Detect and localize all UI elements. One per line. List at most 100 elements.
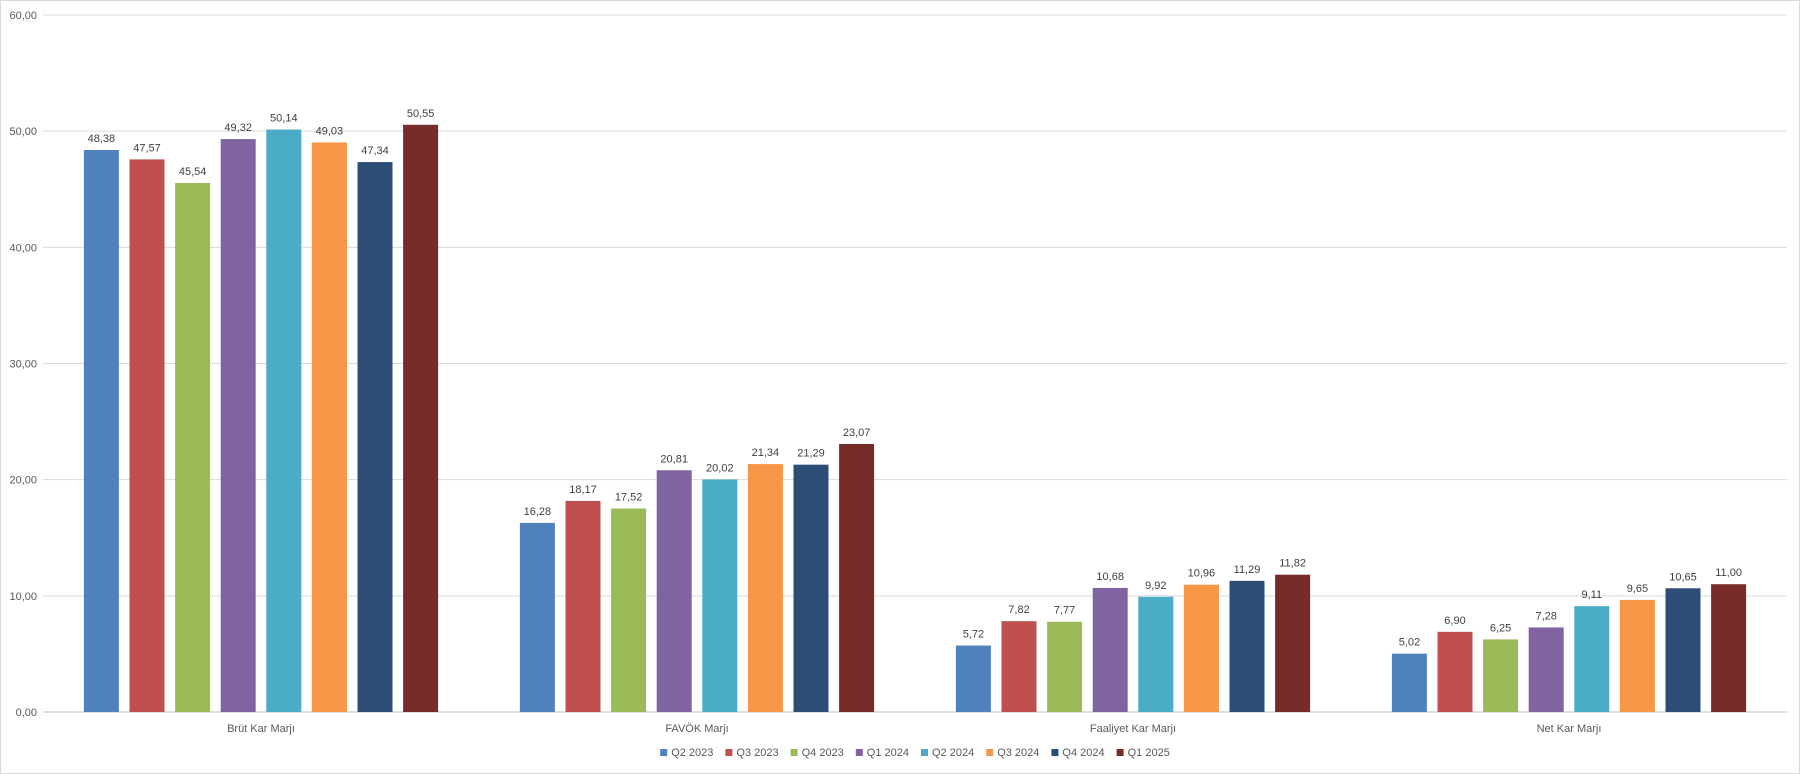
legend-label: Q2 2023 [671,747,713,759]
data-label: 9,92 [1145,580,1166,592]
legend-label: Q1 2025 [1128,747,1170,759]
bar [1574,606,1610,712]
bar [519,522,555,712]
data-label: 47,34 [361,145,389,157]
legend-label: Q1 2024 [867,747,909,759]
data-label: 10,96 [1188,568,1216,580]
legend-item: Q1 2024 [855,747,909,759]
data-label: 18,17 [569,484,597,496]
data-label: 23,07 [843,427,871,439]
data-label: 49,03 [316,125,344,137]
y-axis: 0,00 10,00 20,00 30,00 40,00 50,00 60,00 [9,10,37,719]
bar [1047,621,1083,712]
bar [1138,596,1174,712]
bar [357,162,393,712]
data-label: 47,57 [133,142,161,154]
data-label: 20,02 [706,462,734,474]
legend-swatch [986,749,994,756]
data-label: 11,29 [1234,564,1261,576]
bar [793,464,829,712]
legend-swatch [725,749,733,756]
x-axis: Brüt Kar Marjı FAVÖK Marjı Faaliyet Kar Ma… [227,723,1601,735]
data-label: 50,14 [270,113,298,125]
bar [311,142,347,713]
bar [1665,588,1701,712]
bar [565,500,601,712]
legend-item: Q3 2024 [986,747,1039,759]
data-label: 11,82 [1279,558,1306,570]
data-label: 7,77 [1054,605,1075,617]
bar [403,124,439,713]
bar [1437,631,1473,712]
legend-swatch [1116,749,1124,756]
legend-swatch [660,749,668,756]
data-label: 21,29 [797,448,825,460]
data-label: 5,02 [1399,637,1420,649]
bar [1275,574,1311,712]
bar [1229,580,1265,712]
data-label: 6,25 [1490,622,1511,634]
data-label: 10,68 [1096,571,1124,583]
data-label: 6,90 [1444,615,1465,627]
legend-swatch [855,749,863,756]
legend-swatch [1051,749,1059,756]
bar [1183,584,1219,712]
data-label: 20,81 [660,453,688,465]
bar [1528,627,1564,712]
data-label: 45,54 [179,166,207,178]
category-label: Net Kar Marjı [1537,723,1602,735]
y-tick-label: 10,00 [9,591,37,603]
data-label: 7,28 [1535,610,1556,622]
gridlines [43,14,1787,713]
y-tick-label: 40,00 [9,242,37,254]
legend-label: Q3 2023 [736,747,778,759]
bar [839,444,875,712]
data-label: 49,32 [224,122,252,134]
data-label: 9,11 [1582,589,1603,601]
bar [1001,621,1037,712]
bar [1711,584,1747,712]
bar [1092,587,1128,712]
legend-swatch [790,749,798,756]
legend-item: Q1 2025 [1116,747,1170,759]
bar [747,464,783,712]
data-label: 50,55 [407,108,435,120]
legend-item: Q2 2023 [660,747,713,759]
bar [702,479,738,712]
bar [266,129,302,712]
data-label: 11,00 [1715,567,1742,579]
legend-label: Q2 2024 [932,747,974,759]
y-tick-label: 30,00 [9,359,37,371]
data-label: 5,72 [963,629,984,641]
category-label: Brüt Kar Marjı [227,723,295,735]
legend-label: Q3 2024 [997,747,1039,759]
category-label: Faaliyet Kar Marjı [1090,723,1176,735]
bar [220,139,256,713]
bar [955,645,991,712]
legend-item: Q4 2024 [1051,747,1105,759]
y-tick-label: 0,00 [16,707,37,719]
bar [83,149,119,713]
data-label: 17,52 [615,491,643,503]
bar [175,182,211,713]
bar [1391,653,1427,712]
legend: Q2 2023 Q3 2023 Q4 2023 Q1 2024 Q2 2024 Q3 20… [660,747,1170,759]
legend-item: Q4 2023 [790,747,844,759]
data-label: 48,38 [88,133,116,145]
bar [129,159,165,713]
data-label: 21,34 [752,447,780,459]
y-tick-label: 20,00 [9,475,37,487]
legend-item: Q3 2023 [725,747,779,759]
y-tick-label: 60,00 [9,10,37,22]
data-label: 16,28 [524,506,552,518]
data-label: 10,65 [1669,571,1697,583]
bars [83,124,1747,713]
category-label: FAVÖK Marjı [665,723,728,735]
data-labels: 48,38 47,57 45,54 49,32 50,14 49,03 47,34 50,55… [88,108,1742,649]
bar [611,508,647,712]
legend-item: Q2 2024 [921,747,974,759]
bar [656,470,692,712]
data-label: 7,82 [1008,604,1029,616]
